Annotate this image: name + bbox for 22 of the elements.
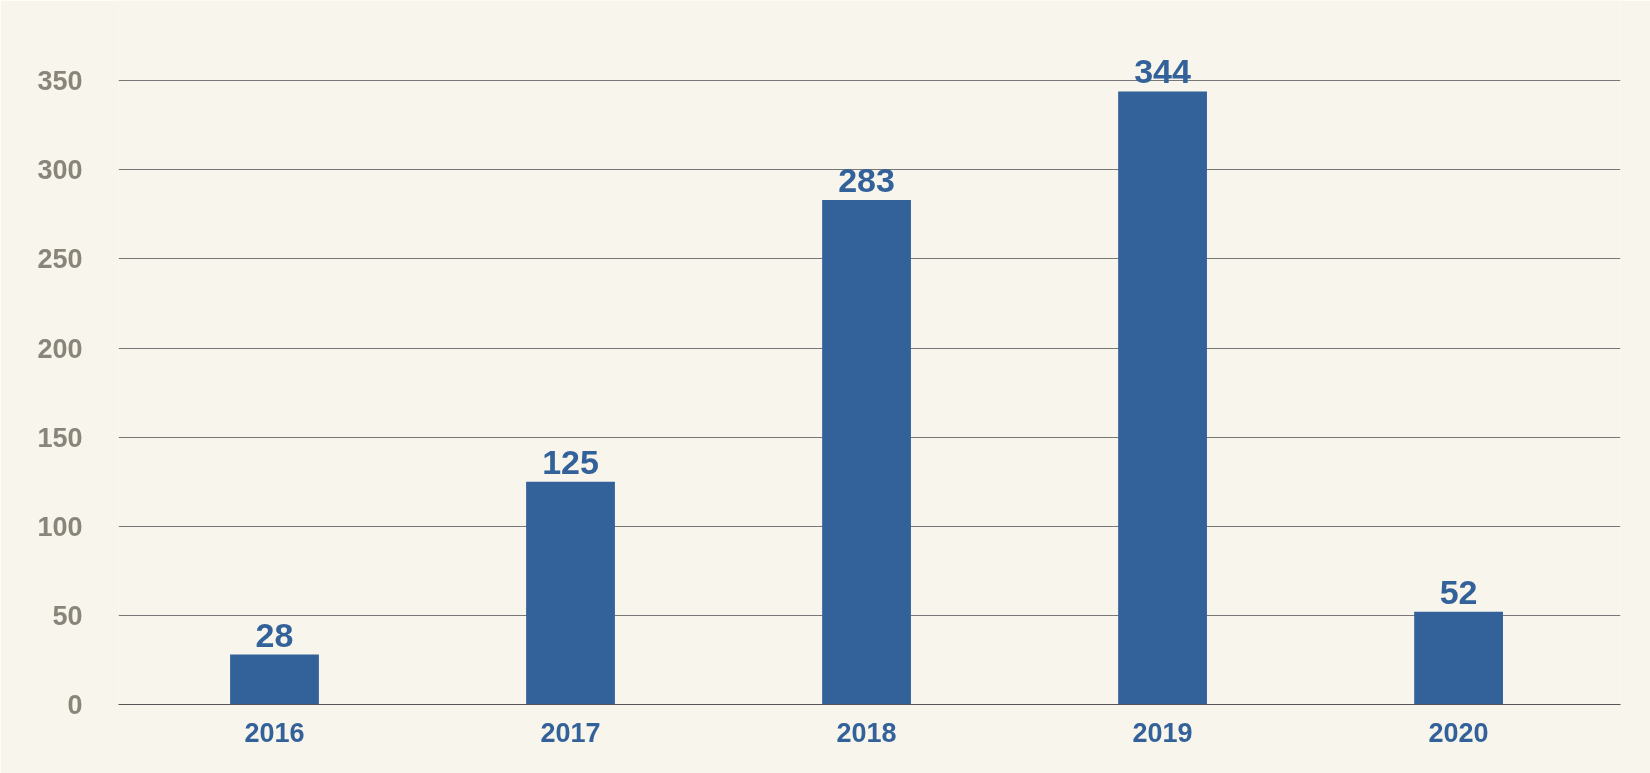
bar: [526, 481, 615, 705]
x-tick-label: 2016: [244, 717, 305, 748]
x-tick-label: 2018: [836, 717, 897, 748]
data-label: 52: [1439, 572, 1478, 611]
y-tick-label: 100: [37, 511, 83, 542]
bar: [822, 200, 911, 705]
y-tick-label: 50: [52, 600, 83, 631]
bar: [230, 654, 319, 705]
x-tick-label: 2017: [540, 717, 601, 748]
bar: [1414, 611, 1503, 705]
bar: [1118, 91, 1207, 705]
y-tick-label: 300: [37, 155, 83, 186]
y-tick-label: 250: [37, 244, 83, 275]
data-label: 283: [838, 161, 895, 200]
y-tick-label: 150: [37, 422, 83, 453]
data-label: 125: [542, 442, 599, 481]
y-tick-label: 0: [67, 690, 83, 720]
x-tick-label: 2020: [1428, 717, 1489, 748]
data-label: 28: [255, 615, 294, 654]
y-tick-label: 350: [37, 66, 83, 97]
y-tick-label: 200: [37, 333, 83, 364]
x-tick-label: 2019: [1132, 717, 1193, 748]
